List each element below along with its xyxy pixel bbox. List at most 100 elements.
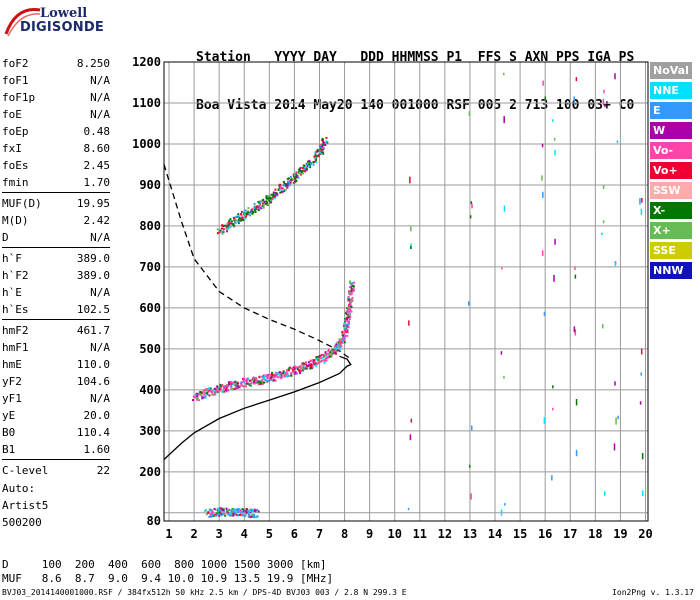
echo-point [252, 377, 255, 380]
echo-point [256, 515, 259, 518]
echo-point [219, 388, 222, 391]
echo-point [253, 382, 256, 385]
echo-point [283, 374, 286, 377]
echo-point [200, 393, 203, 396]
echo-point [227, 512, 230, 515]
echo-point [196, 398, 199, 401]
echo-point [338, 348, 341, 351]
echo-point [226, 511, 229, 514]
echo-point [237, 213, 240, 216]
echo-point [343, 326, 346, 329]
echo-point [238, 508, 241, 511]
param-value: 19.95 [76, 197, 110, 210]
legend-item-xplus: X+ [650, 222, 692, 239]
x-tick-label: 9 [366, 527, 373, 541]
echo-point [279, 187, 282, 190]
electron-density-profile [163, 355, 352, 460]
param-row: fmin 1.70 [2, 174, 110, 191]
echo-point [335, 343, 338, 346]
x-tick-label: 12 [438, 527, 452, 541]
param-value: 104.6 [76, 375, 110, 388]
echo-point [235, 215, 238, 218]
x-tick-label: 6 [291, 527, 298, 541]
echo-point [249, 511, 252, 514]
echo-point [282, 180, 285, 183]
echo-point [212, 514, 215, 517]
echo-point [321, 145, 324, 148]
echo-point [223, 228, 226, 231]
echo-point [306, 367, 309, 370]
x-tick-label: 17 [563, 527, 577, 541]
footer-file-info: BVJ03_2014140001000.RSF / 384fx512h 50 k… [2, 588, 407, 597]
noise-point [543, 311, 546, 317]
echo-point [263, 376, 266, 379]
echo-point [258, 375, 261, 378]
echo-point [349, 298, 352, 301]
echo-point [299, 372, 302, 375]
noise-point [613, 443, 616, 451]
echo-point [245, 512, 248, 515]
param-name: foF2 [2, 57, 29, 70]
y-tick-label: 900 [139, 178, 161, 192]
echo-point [313, 362, 316, 365]
param-name: fmin [2, 176, 29, 189]
echo-point [209, 387, 212, 390]
echo-point [293, 371, 296, 374]
echo-point [315, 161, 318, 164]
echo-point [208, 509, 211, 512]
auto-line: 500200 [2, 516, 42, 529]
noise-point [603, 89, 605, 94]
echo-point [261, 382, 264, 385]
echo-point [212, 389, 215, 392]
polarization-legend: NoVal NNE E W Vo- Vo+ SSW X- X+ SSE NNW [650, 62, 692, 282]
echo-point [225, 230, 228, 233]
echo-point [341, 331, 344, 334]
auto-line: Auto: [2, 482, 36, 495]
noise-point [551, 475, 553, 481]
echo-point [266, 380, 269, 383]
echo-point [250, 210, 253, 213]
param-name: B1 [2, 443, 16, 456]
x-tick-label: 19 [613, 527, 627, 541]
param-row: h`E N/A [2, 284, 110, 301]
noise-point [470, 493, 472, 500]
echo-point [278, 374, 281, 377]
echo-point [225, 386, 228, 389]
echo-point [195, 394, 198, 397]
echo-point [228, 226, 231, 229]
echo-point [343, 338, 346, 341]
echo-point [233, 388, 236, 391]
echo-point [280, 374, 283, 377]
echo-point [277, 376, 280, 379]
echo-point [321, 356, 324, 359]
echo-point [300, 369, 303, 372]
echo-point [347, 297, 350, 300]
noise-point [603, 491, 606, 496]
echo-point [225, 507, 228, 510]
echo-point [322, 146, 325, 149]
echo-point [222, 385, 225, 388]
header-values: Boa Vista 2014 May20 140 001000 RSF 005 … [196, 98, 635, 113]
echo-point [224, 514, 227, 517]
echo-point [280, 376, 283, 379]
echo-point [218, 509, 221, 512]
echo-point [248, 212, 251, 215]
echo-point [253, 202, 256, 205]
noise-point [468, 111, 471, 116]
echo-point [328, 353, 331, 356]
echo-point [289, 175, 292, 178]
param-value: N/A [90, 341, 110, 354]
echo-point [251, 513, 254, 516]
echo-point [311, 359, 314, 362]
echo-point [319, 148, 322, 151]
y-tick-label: 80 [147, 514, 161, 528]
echo-point [348, 298, 351, 301]
echo-point [350, 305, 353, 308]
echo-point [341, 342, 344, 345]
noise-point [409, 434, 412, 441]
echo-point [318, 151, 321, 154]
echo-point [327, 356, 330, 359]
noise-point [641, 198, 643, 203]
echo-point [281, 371, 284, 374]
noise-point [640, 348, 643, 355]
